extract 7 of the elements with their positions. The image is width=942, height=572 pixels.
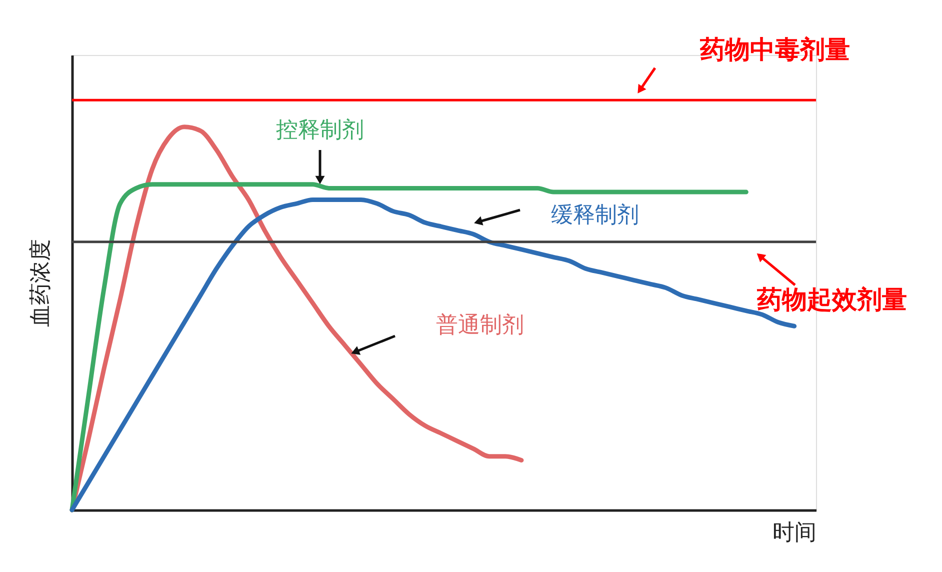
series-label: 缓释制剂 — [551, 203, 639, 228]
ref-line-label: 药物中毒剂量 — [699, 35, 850, 64]
x-axis-title: 时间 — [772, 520, 816, 546]
ref-line-label: 药物起效剂量 — [756, 285, 907, 314]
series-label: 控释制剂 — [276, 118, 364, 143]
y-axis-title: 血药浓度 — [28, 239, 54, 327]
text: 普通制剂 — [436, 313, 524, 338]
